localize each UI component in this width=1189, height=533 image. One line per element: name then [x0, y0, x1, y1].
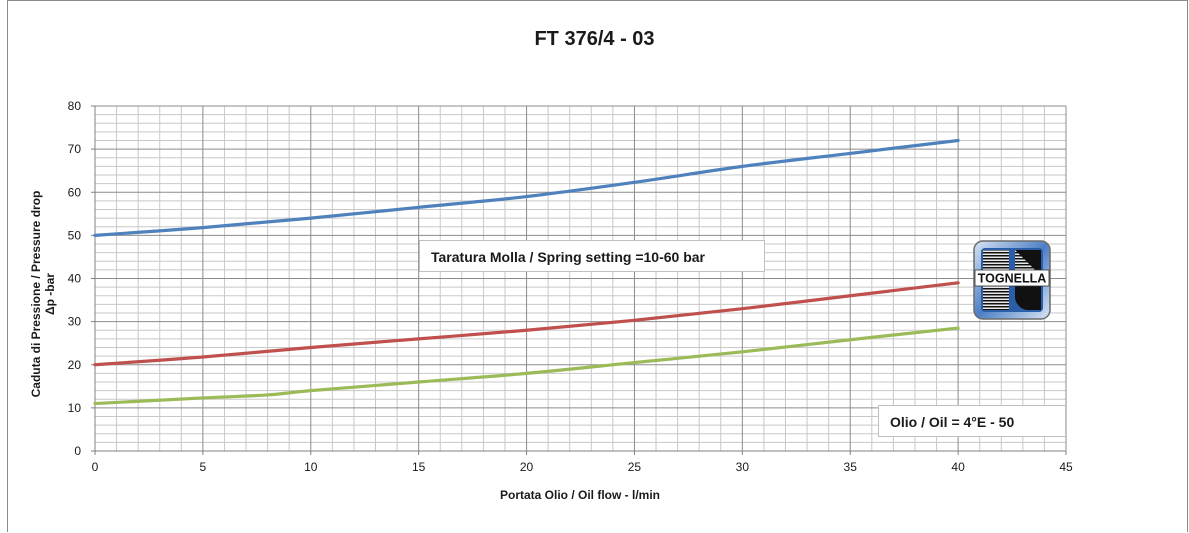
- x-tick-label: 35: [844, 460, 858, 474]
- chart-frame: [7, 0, 1188, 532]
- series-line-2: [93, 281, 960, 367]
- logo-text: TOGNELLA: [978, 272, 1047, 286]
- y-axis-label-line2: Δp -bar: [43, 273, 57, 315]
- y-tick-label: 50: [68, 228, 82, 242]
- x-tick-label: 40: [951, 460, 965, 474]
- x-tick-label: 5: [200, 460, 207, 474]
- x-tick-label: 15: [412, 460, 426, 474]
- y-axis-label: Caduta di Pressione / Pressure drop Δp -…: [29, 144, 57, 444]
- x-tick-label: 20: [520, 460, 534, 474]
- y-tick-label: 70: [68, 142, 82, 156]
- y-tick-label: 10: [68, 401, 82, 415]
- y-tick-label: 0: [74, 444, 81, 458]
- y-tick-label: 60: [68, 185, 82, 199]
- series-line-3: [93, 326, 960, 406]
- spring-setting-annotation: Taratura Molla / Spring setting =10-60 b…: [419, 240, 765, 272]
- x-tick-label: 45: [1059, 460, 1073, 474]
- series-line-1: [93, 138, 960, 237]
- oil-annotation: Olio / Oil = 4°E - 50: [878, 405, 1066, 437]
- y-tick-label: 80: [68, 99, 82, 113]
- x-tick-label: 25: [628, 460, 642, 474]
- tognella-logo: TOGNELLA: [973, 240, 1051, 320]
- x-axis-label: Portata Olio / Oil flow - l/min: [499, 488, 660, 502]
- y-tick-label: 20: [68, 358, 82, 372]
- x-tick-label: 10: [304, 460, 318, 474]
- x-tick-label: 0: [92, 460, 99, 474]
- chart-title: FT 376/4 - 03: [534, 28, 655, 50]
- y-tick-label: 30: [68, 315, 82, 329]
- y-tick-label: 40: [68, 272, 82, 286]
- y-axis-label-line1: Caduta di Pressione / Pressure drop: [29, 190, 43, 398]
- x-tick-label: 30: [736, 460, 750, 474]
